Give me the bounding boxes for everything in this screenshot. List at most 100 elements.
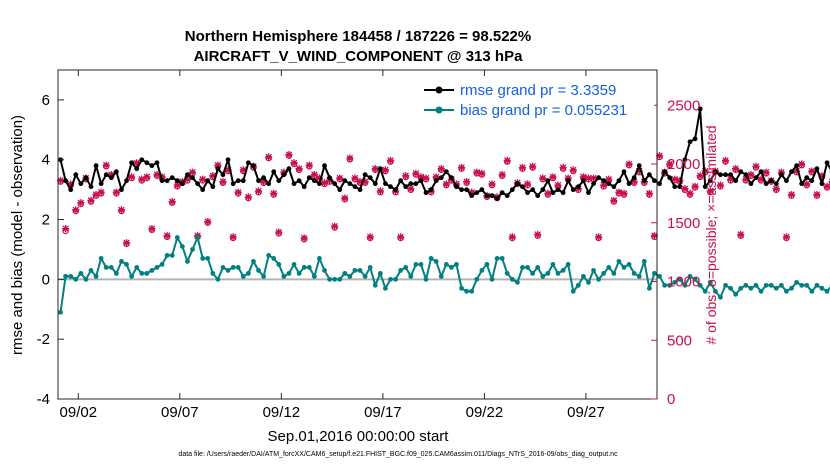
obs-assimilated-marker <box>737 230 745 239</box>
obs-assimilated-marker <box>168 198 176 206</box>
bias-point <box>814 282 820 288</box>
rmse-point <box>103 172 109 178</box>
rmse-point <box>347 181 353 187</box>
rmse-point <box>179 181 185 187</box>
bias-point <box>773 285 779 291</box>
bias-point <box>474 276 480 282</box>
rmse-point <box>134 166 140 172</box>
obs-assimilated-marker <box>77 199 85 207</box>
bias-point <box>530 270 536 276</box>
bias-point <box>169 253 175 258</box>
rmse-point <box>504 193 510 199</box>
rmse-point <box>667 175 673 181</box>
obs-assimilated-marker <box>706 187 714 195</box>
rmse-point <box>469 193 475 199</box>
rmse-point <box>570 187 576 193</box>
rmse-point <box>108 175 114 181</box>
obs-assimilated-marker <box>610 196 618 205</box>
obs-assimilated-marker <box>549 173 557 181</box>
y-tick-label: 6 <box>42 92 50 109</box>
obs-assimilated-marker <box>133 159 141 167</box>
bias-point <box>327 276 332 282</box>
obs-assimilated-marker <box>290 159 298 167</box>
obs-assimilated-marker <box>818 172 826 180</box>
footnote: data file: /Users/raeder/DAI/ATM_forcXX/… <box>178 451 618 458</box>
obs-assimilated-marker <box>666 160 674 168</box>
bias-point <box>621 265 627 270</box>
obs-assimilated-marker <box>813 190 821 199</box>
obs-assimilated-marker <box>564 174 572 182</box>
rmse-point <box>276 178 282 184</box>
rmse-point <box>311 178 317 184</box>
y-tick-label: 4 <box>42 152 50 169</box>
bias-point <box>256 267 261 273</box>
legend: rmse grand pr = 3.3359 bias grand pr = 0… <box>418 78 654 122</box>
bias-point <box>58 309 63 315</box>
obs-assimilated-marker <box>782 233 791 241</box>
rmse-point <box>443 169 449 175</box>
bias-point <box>393 276 398 282</box>
rmse-point <box>565 178 571 184</box>
bias-point <box>185 259 190 264</box>
bias-point <box>489 276 495 282</box>
bias-point <box>677 276 683 282</box>
rmse-point <box>723 172 728 178</box>
bias-point <box>179 244 185 249</box>
obs-assimilated-marker <box>544 189 552 197</box>
obs-assimilated-marker <box>163 232 171 240</box>
plot-frame <box>57 69 658 400</box>
bias-point <box>372 282 378 288</box>
rmse-point <box>357 187 363 193</box>
obs-assimilated-marker <box>488 180 496 188</box>
rmse-point <box>215 166 221 172</box>
rmse-point <box>712 169 718 175</box>
obs-assimilated-marker <box>97 188 105 196</box>
obs-assimilated-marker <box>173 181 181 189</box>
bias-point <box>692 276 698 282</box>
rmse-point <box>144 160 150 166</box>
bias-point <box>560 267 566 273</box>
obs-assimilated-marker <box>417 173 425 181</box>
rmse-point <box>230 181 236 187</box>
rmse-point <box>113 169 119 175</box>
bias-point <box>525 265 530 270</box>
obs-assimilated-marker <box>478 169 486 177</box>
rmse-point <box>677 184 683 190</box>
rmse-point <box>672 184 678 190</box>
bias-point <box>195 235 200 240</box>
bias-point <box>388 276 393 282</box>
rmse-point <box>586 190 591 196</box>
obs-assimilated-marker <box>615 188 623 196</box>
rmse-point <box>778 172 784 178</box>
bias-point <box>702 288 708 294</box>
obs-assimilated-marker <box>757 175 765 183</box>
rmse-point <box>383 181 388 187</box>
bias-point <box>733 291 739 297</box>
rmse-point <box>606 181 612 187</box>
bias-point <box>251 259 256 264</box>
bias-point <box>687 273 693 279</box>
obs-assimilated-marker <box>635 167 643 175</box>
rmse-point <box>169 175 175 181</box>
obs-assimilated-marker <box>224 166 232 174</box>
bias-point <box>433 259 439 264</box>
obs-assimilated-marker <box>62 225 70 233</box>
bias-point <box>205 256 211 261</box>
bias-point <box>357 267 363 273</box>
bias-point <box>626 262 632 267</box>
rmse-point <box>646 172 652 178</box>
rmse-point <box>433 178 439 184</box>
obs-assimilated-marker <box>315 174 324 182</box>
rmse-point <box>621 169 627 175</box>
obs-assimilated-marker <box>67 180 75 188</box>
bias-point <box>707 279 713 285</box>
obs-assimilated-marker <box>605 175 613 183</box>
rmse-point <box>499 190 505 196</box>
obs-assimilated-marker <box>199 175 207 183</box>
bias-point <box>367 265 373 270</box>
obs-assimilated-marker <box>518 163 527 172</box>
bias-point <box>459 285 464 291</box>
rmse-point <box>154 160 160 166</box>
bias-point <box>758 288 764 294</box>
obs-assimilated-marker <box>117 206 126 214</box>
